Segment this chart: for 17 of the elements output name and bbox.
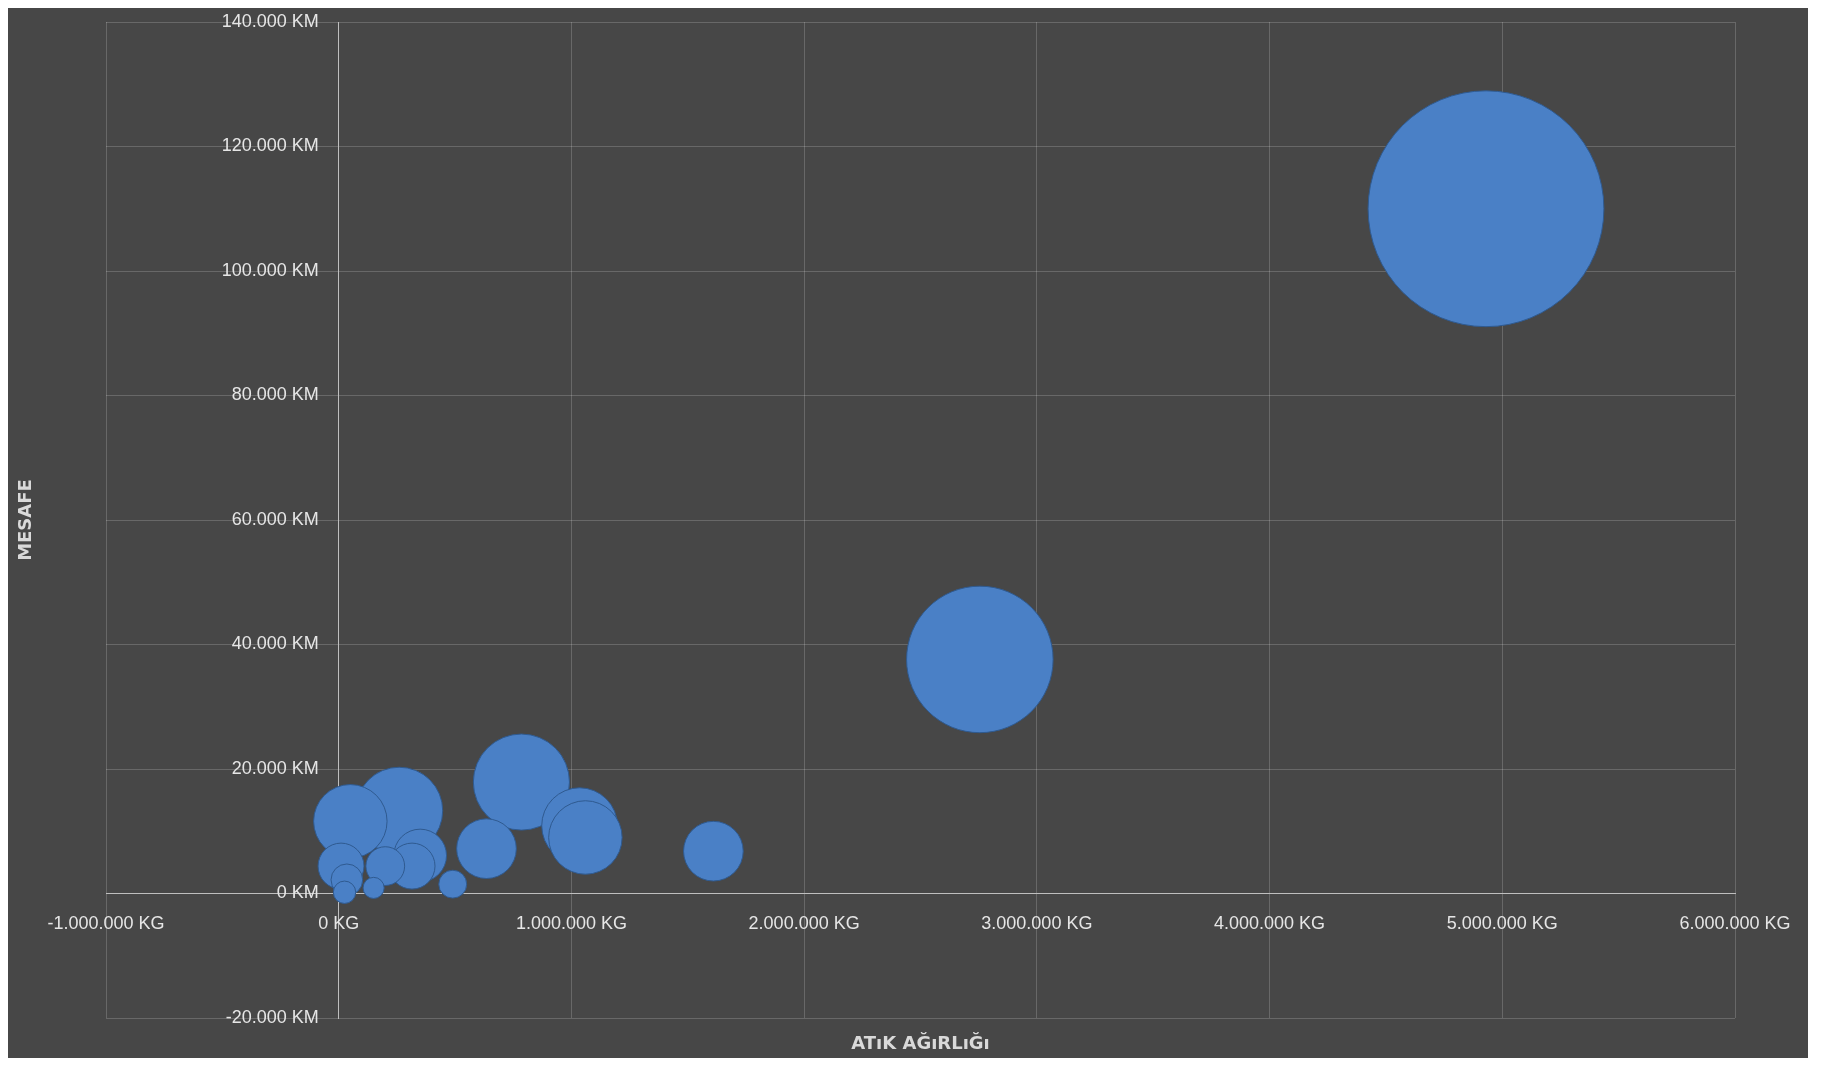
x-tick-label: -1.000.000 KG xyxy=(47,913,165,934)
x-tick-label: 1.000.000 KG xyxy=(515,913,627,934)
y-tick-label: 60.000 KM xyxy=(231,508,319,529)
x-tick-label: 5.000.000 KG xyxy=(1446,913,1558,934)
y-tick-label: 120.000 KM xyxy=(221,135,319,156)
y-axis-title: MESAFE xyxy=(13,479,35,561)
y-tick-label: 100.000 KM xyxy=(221,259,319,280)
y-tick-label: -20.000 KM xyxy=(225,1006,319,1027)
y-tick-label: 40.000 KM xyxy=(231,633,319,654)
y-tick-label: 20.000 KM xyxy=(231,757,319,778)
x-axis-title: ATıK AĞıRLıĞı xyxy=(851,1031,990,1053)
x-tick-label: 6.000.000 KG xyxy=(1679,913,1791,934)
x-tick-label: 3.000.000 KG xyxy=(981,913,1093,934)
x-tick-label: 4.000.000 KG xyxy=(1214,913,1326,934)
x-tick-label: 2.000.000 KG xyxy=(748,913,860,934)
y-tick-label: 80.000 KM xyxy=(231,384,319,405)
y-tick-label: 140.000 KM xyxy=(221,10,319,31)
